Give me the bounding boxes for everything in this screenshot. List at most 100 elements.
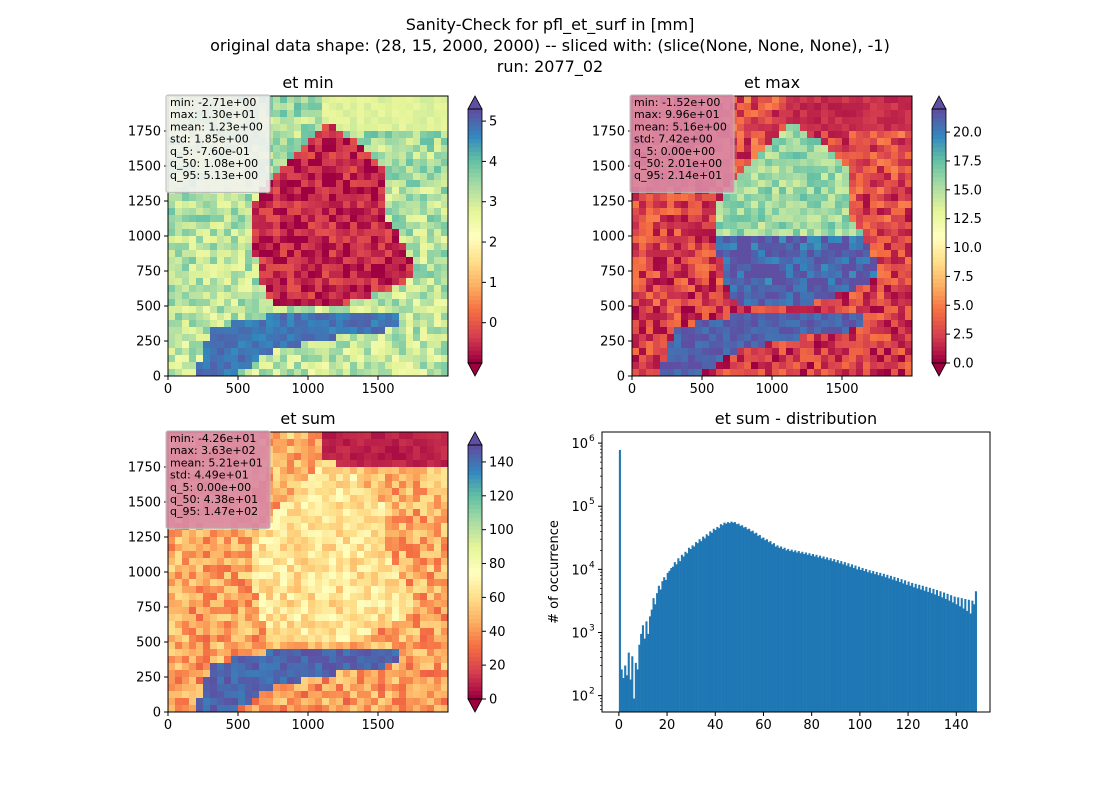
heatmap-cell — [259, 572, 267, 580]
heatmap-cell — [765, 306, 773, 314]
stats-line: std: 1.85e+00 — [170, 133, 249, 146]
heatmap-cell — [175, 691, 183, 699]
heatmap-cell — [357, 565, 365, 573]
heatmap-cell — [786, 173, 794, 181]
heatmap-cell — [779, 313, 787, 321]
heatmap-cell — [336, 292, 344, 300]
colorbar-segment — [932, 236, 946, 241]
heatmap-cell — [308, 649, 316, 657]
heatmap-cell — [329, 530, 337, 538]
colorbar-segment — [932, 231, 946, 237]
heatmap-cell — [406, 355, 414, 363]
heatmap-cell — [758, 292, 766, 300]
heatmap-cell — [329, 187, 337, 195]
heatmap-cell — [273, 159, 281, 167]
heatmap-cell — [406, 544, 414, 552]
heatmap-cell — [898, 369, 906, 376]
heatmap-cell — [315, 117, 323, 125]
heatmap-cell — [737, 243, 745, 251]
heatmap-cell — [821, 355, 829, 363]
heatmap-cell — [273, 208, 281, 216]
heatmap-cell — [420, 180, 428, 188]
heatmap-cell — [280, 110, 288, 118]
heatmap-cell — [863, 369, 871, 376]
heatmap-cell — [385, 110, 393, 118]
heatmap-cell — [350, 194, 358, 202]
heatmap-cell — [870, 166, 878, 174]
heatmap-cell — [259, 628, 267, 636]
heatmap-cell — [751, 292, 759, 300]
heatmap-cell — [168, 264, 176, 272]
heatmap-cell — [224, 628, 232, 636]
heatmap-cell — [294, 355, 302, 363]
heatmap-cell — [406, 649, 414, 657]
heatmap-cell — [238, 621, 246, 629]
heatmap-cell — [252, 537, 260, 545]
heatmap-cell — [653, 201, 661, 209]
heatmap-cell — [287, 432, 295, 440]
heatmap-cell — [392, 362, 400, 370]
heatmap-cell — [856, 117, 864, 125]
heatmap-cell — [301, 642, 309, 650]
heatmap-cell — [420, 670, 428, 678]
heatmap-cell — [308, 614, 316, 622]
heatmap-cell — [315, 670, 323, 678]
heatmap-cell — [695, 320, 703, 328]
heatmap-cell — [702, 327, 710, 335]
heatmap-cell — [632, 271, 640, 279]
heatmap-cell — [898, 299, 906, 307]
heatmap-cell — [238, 572, 246, 580]
heatmap-cell — [315, 355, 323, 363]
heatmap-cell — [427, 579, 435, 587]
heatmap-cell — [287, 656, 295, 664]
heatmap-cell — [357, 684, 365, 692]
heatmap-cell — [322, 320, 330, 328]
heatmap-cell — [434, 432, 442, 440]
heatmap-cell — [371, 432, 379, 440]
heatmap-cell — [413, 341, 421, 349]
heatmap-cell — [217, 670, 225, 678]
heatmap-cell — [238, 691, 246, 699]
heatmap-cell — [378, 362, 386, 370]
heatmap-cell — [828, 341, 836, 349]
heatmap-cell — [828, 173, 836, 181]
heatmap-cell — [702, 271, 710, 279]
heatmap-cell — [821, 299, 829, 307]
heatmap-cell — [842, 313, 850, 321]
heatmap-cell — [245, 285, 253, 293]
heatmap-cell — [364, 544, 372, 552]
heatmap-cell — [751, 159, 759, 167]
heatmap-cell — [870, 173, 878, 181]
heatmap-cell — [329, 180, 337, 188]
heatmap-cell — [343, 187, 351, 195]
heatmap-cell — [413, 180, 421, 188]
heatmap-cell — [301, 467, 309, 475]
heatmap-cell — [217, 362, 225, 370]
colorbar-tick-label: 15.0 — [953, 183, 982, 198]
heatmap-cell — [280, 467, 288, 475]
heatmap-cell — [828, 131, 836, 139]
heatmap-cell — [821, 348, 829, 356]
heatmap-cell — [835, 229, 843, 237]
heatmap-cell — [294, 341, 302, 349]
heatmap-cell — [322, 222, 330, 230]
heatmap-cell — [357, 96, 365, 104]
heatmap-cell — [273, 215, 281, 223]
heatmap-cell — [252, 362, 260, 370]
heatmap-cell — [315, 124, 323, 132]
heatmap-cell — [653, 362, 661, 370]
heatmap-cell — [210, 670, 218, 678]
heatmap-cell — [357, 600, 365, 608]
heatmap-cell — [420, 369, 428, 376]
heatmap-cell — [385, 131, 393, 139]
heatmap-cell — [217, 215, 225, 223]
heatmap-cell — [315, 306, 323, 314]
heatmap-cell — [252, 285, 260, 293]
heatmap-cell — [905, 271, 912, 279]
heatmap-cell — [399, 453, 407, 461]
heatmap-cell — [695, 292, 703, 300]
heatmap-cell — [751, 96, 759, 104]
heatmap-cell — [730, 229, 738, 237]
heatmap-cell — [210, 565, 218, 573]
heatmap-cell — [406, 551, 414, 559]
